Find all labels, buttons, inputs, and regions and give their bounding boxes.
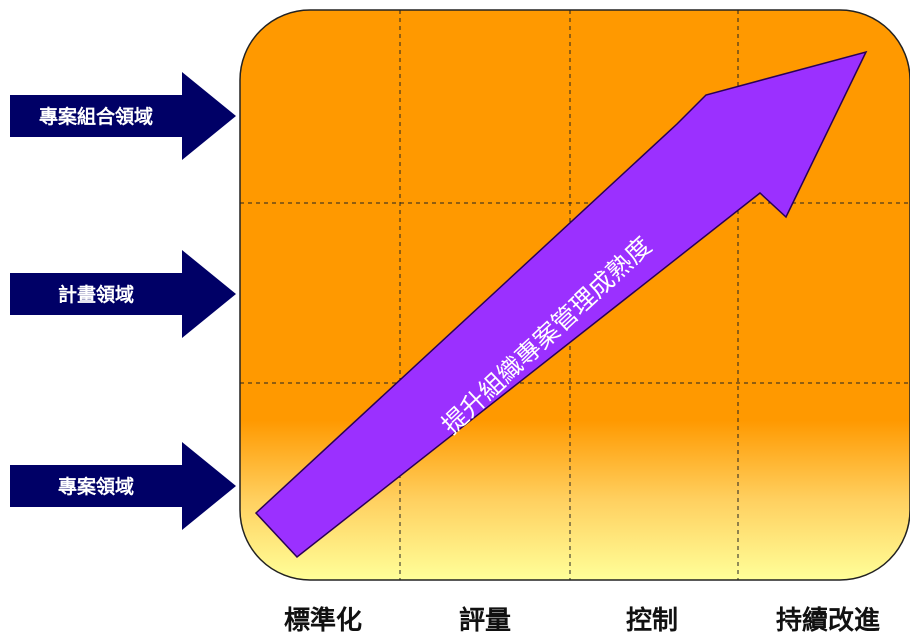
domain-label: 專案組合領域 xyxy=(39,105,153,128)
grid-lines xyxy=(240,10,910,580)
domain-arrow-program: 計畫領域 xyxy=(10,250,236,338)
domain-arrow-portfolio: 專案組合領域 xyxy=(10,72,236,160)
domain-label: 專案領域 xyxy=(58,475,134,498)
stage-label: 標準化 xyxy=(284,605,362,636)
domain-arrow-project: 專案領域 xyxy=(10,442,236,530)
stage-label: 持續改進 xyxy=(776,605,880,636)
stage-label: 控制 xyxy=(626,606,678,636)
stage-label: 評量 xyxy=(459,605,511,636)
domain-label: 計畫領域 xyxy=(58,283,134,306)
